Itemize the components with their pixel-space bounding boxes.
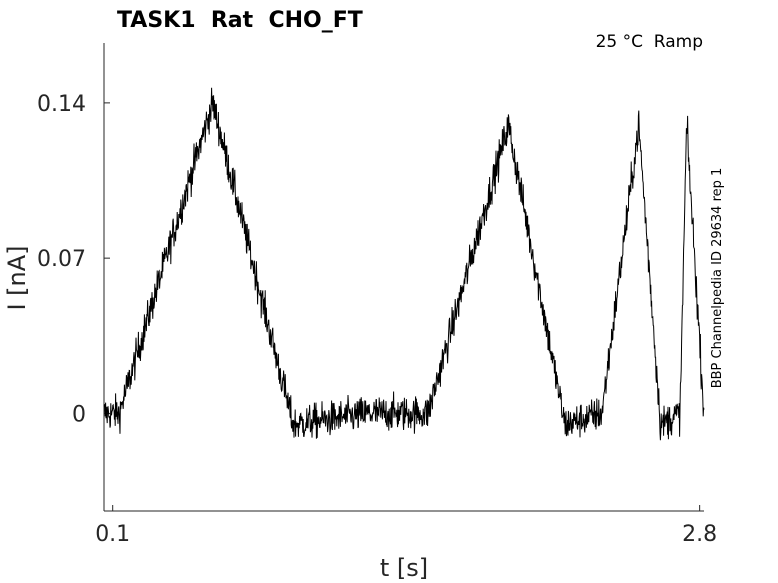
y-tick-label: 0.14 — [37, 92, 86, 117]
x-tick-label: 2.8 — [682, 522, 717, 547]
x-axis-label: t [s] — [380, 554, 428, 582]
y-axis-label: I [nA] — [3, 245, 31, 310]
y-tick-label: 0 — [72, 402, 86, 427]
y-tick-label: 0.07 — [37, 247, 86, 272]
current-trace — [103, 87, 705, 441]
condition-label: 25 °C Ramp — [596, 32, 703, 52]
channelpedia-id-label: BBP Channelpedia ID 29634 rep 1 — [710, 168, 725, 389]
x-tick-label: 0.1 — [95, 522, 130, 547]
chart-title: TASK1 Rat CHO_FT — [117, 8, 363, 33]
axes — [103, 43, 704, 512]
ticks: 0.14 0.07 0 0.1 2.8 — [37, 92, 717, 547]
